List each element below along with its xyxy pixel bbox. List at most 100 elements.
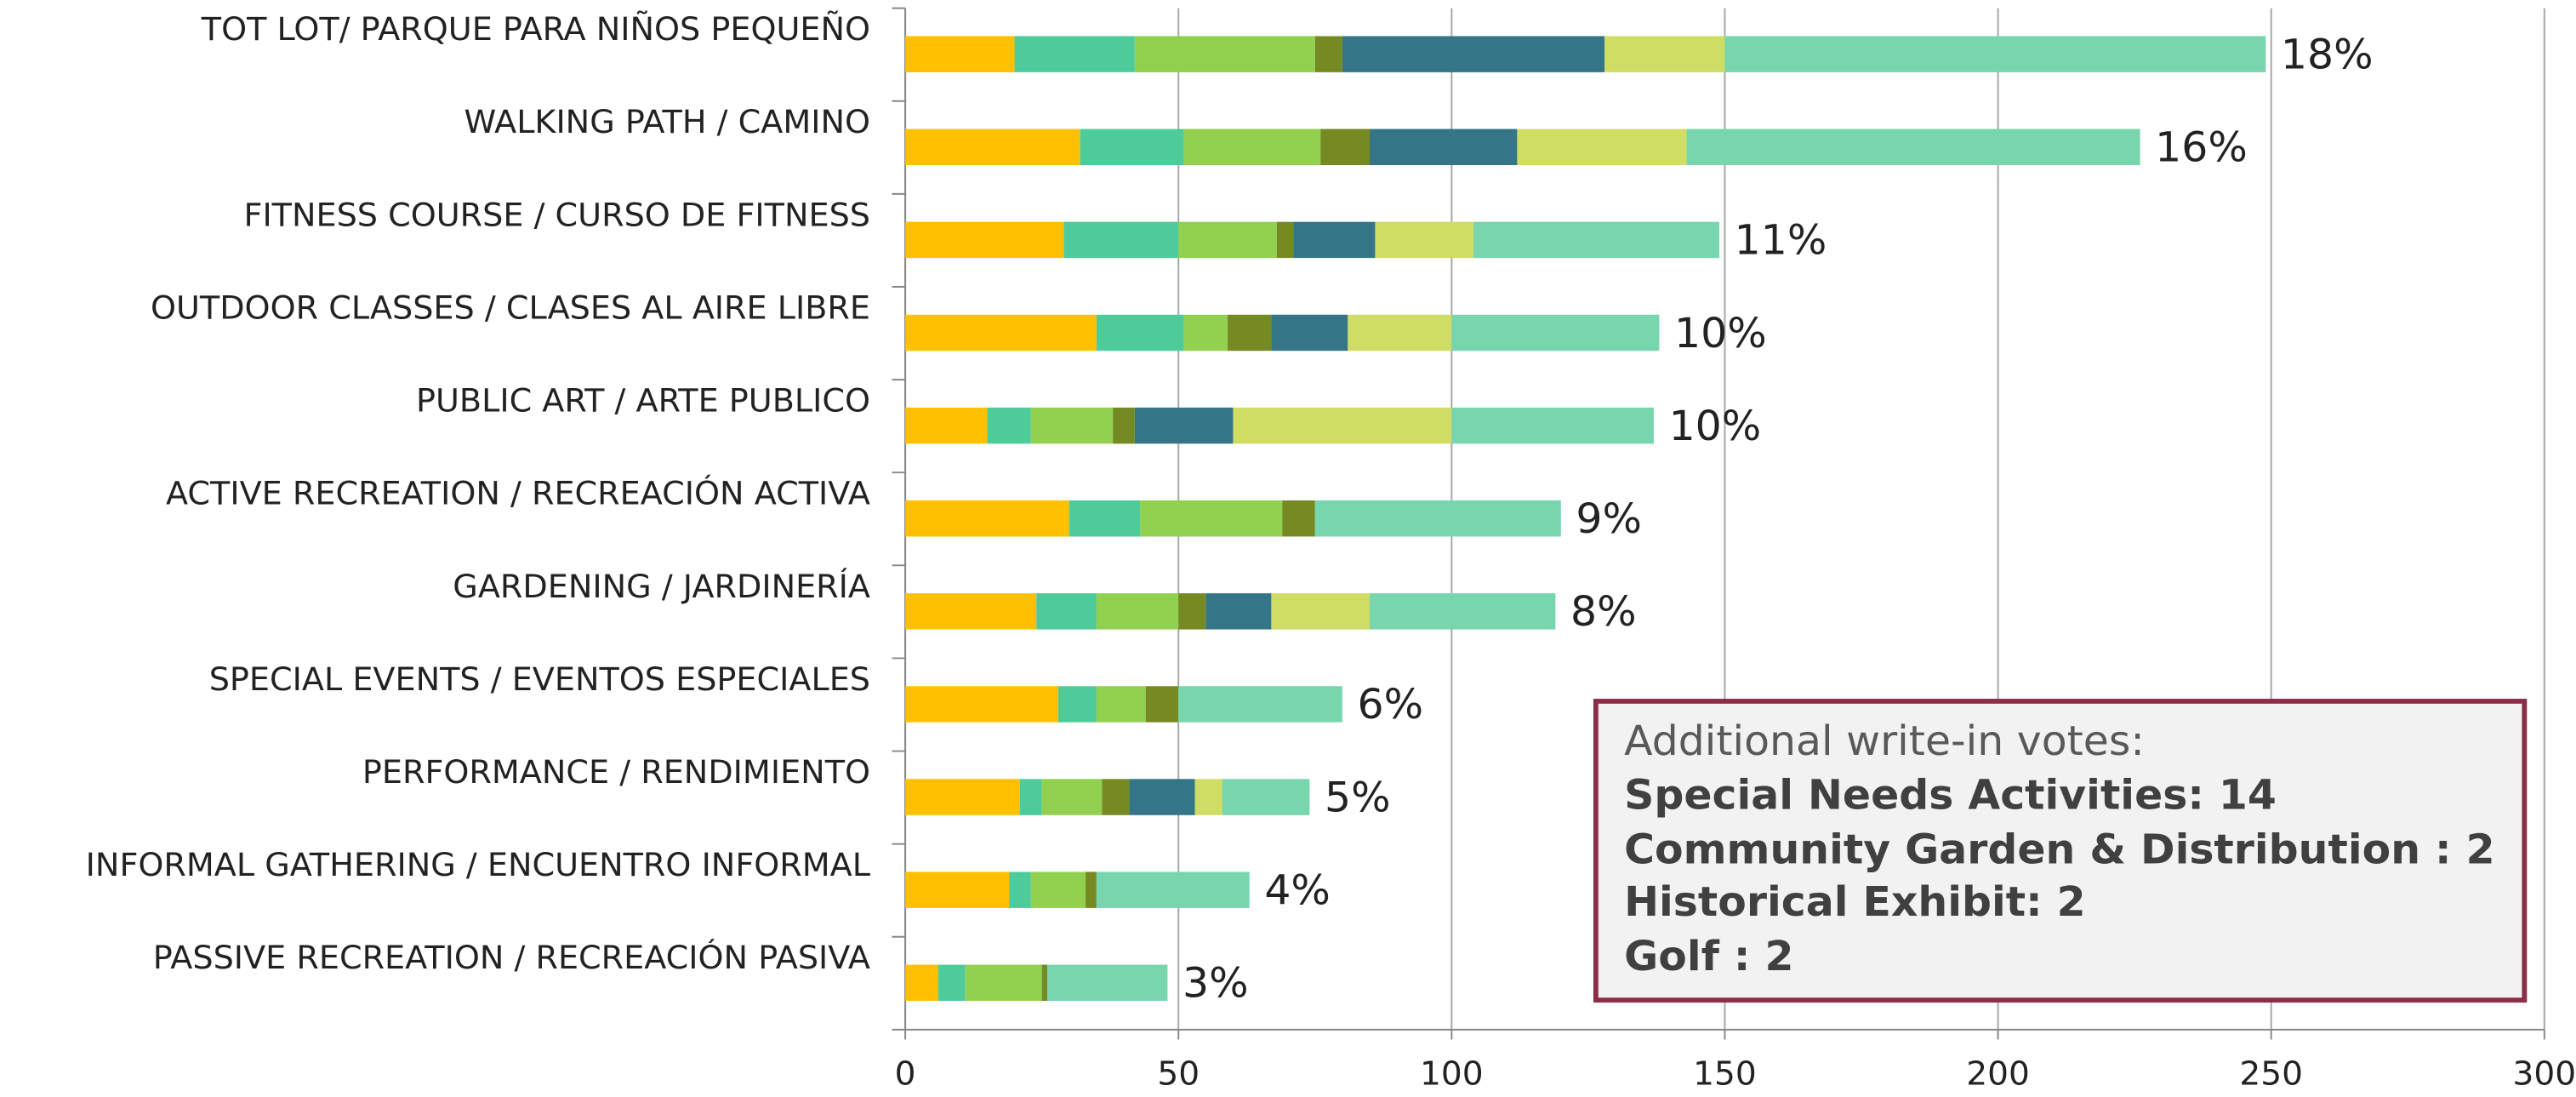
- total-label: 3%: [1183, 960, 1249, 1008]
- bar-segment: [1178, 221, 1277, 259]
- y-tick-label: TOT LOT/ PARQUE PARA NIÑOS PEQUEÑO: [201, 10, 870, 48]
- y-tick-label: WALKING PATH / CAMINO: [464, 103, 870, 140]
- total-label: 9%: [1576, 495, 1642, 543]
- bar-segment: [1113, 407, 1135, 444]
- x-tick-label: 100: [1420, 1055, 1484, 1094]
- bar-segment: [1145, 686, 1179, 723]
- bar-segment: [905, 129, 1080, 166]
- bar-segment: [905, 964, 938, 1002]
- bar-segment: [1451, 407, 1654, 444]
- total-label: 16%: [2155, 124, 2248, 172]
- bar-segment: [1036, 593, 1097, 630]
- y-tick-label: ACTIVE RECREATION / RECREACIÓN ACTIVA: [166, 475, 870, 512]
- bar-segment: [1228, 314, 1272, 351]
- bar-segment: [1271, 593, 1371, 630]
- y-tick-label: PERFORMANCE / RENDIMIENTO: [362, 753, 870, 791]
- y-tick-label: GARDENING / JARDINERÍA: [453, 568, 870, 605]
- bar-segment: [1183, 314, 1228, 351]
- bar-segment: [1282, 500, 1315, 537]
- y-tick-label: OUTDOOR CLASSES / CLASES AL AIRE LIBRE: [151, 289, 870, 327]
- bar-segment: [1370, 593, 1556, 630]
- bar-segment: [1194, 779, 1222, 815]
- bar-segment: [1276, 221, 1294, 259]
- y-tick-label: PASSIVE RECREATION / RECREACIÓN PASIVA: [153, 939, 870, 976]
- bar-segment: [1473, 221, 1720, 259]
- bar-segment: [1271, 314, 1348, 351]
- bar-segment: [1451, 314, 1660, 351]
- bar-segment: [1096, 314, 1184, 351]
- bar-segment: [1047, 964, 1168, 1002]
- bar-segment: [1604, 36, 1725, 72]
- bar-segment: [1134, 407, 1234, 444]
- bar-segment: [1314, 36, 1342, 72]
- y-tick-label: INFORMAL GATHERING / ENCUENTRO INFORMAL: [86, 846, 870, 883]
- bar-segment: [1096, 871, 1250, 908]
- bar-segment: [1102, 779, 1130, 815]
- bar-segment: [1140, 500, 1283, 537]
- x-tick-label: 300: [2513, 1055, 2576, 1094]
- x-tick-label: 150: [1693, 1055, 1757, 1094]
- bar-segment: [905, 686, 1058, 723]
- bar-segment: [1096, 593, 1179, 630]
- bar-segment: [1320, 129, 1371, 166]
- total-label: 6%: [1358, 682, 1424, 729]
- bar-segment: [905, 871, 1010, 908]
- annotation-line: Special Needs Activities: 14: [1624, 772, 2277, 820]
- bar-segment: [1069, 500, 1141, 537]
- bar-segment: [1080, 129, 1184, 166]
- annotation-line: Historical Exhibit: 2: [1624, 878, 2086, 926]
- total-label: 5%: [1325, 774, 1391, 822]
- total-label: 18%: [2281, 31, 2374, 79]
- total-label: 10%: [1674, 310, 1767, 357]
- x-tick-label: 200: [1966, 1055, 2030, 1094]
- bar-segment: [1178, 593, 1206, 630]
- annotation-box: Additional write-in votes: Special Needs…: [1593, 699, 2528, 1003]
- bar-segment: [905, 593, 1037, 630]
- bar-segment: [1375, 221, 1474, 259]
- bar-segment: [905, 779, 1020, 815]
- bar-segment: [1030, 407, 1114, 444]
- bar-segment: [1041, 779, 1103, 815]
- bar-segment: [1342, 36, 1605, 72]
- bar-segment: [905, 36, 1015, 72]
- bar-segment: [1517, 129, 1687, 166]
- bar-segment: [1178, 686, 1342, 723]
- bar-segment: [938, 964, 966, 1002]
- bar-segment: [1086, 871, 1097, 908]
- total-label: 4%: [1264, 867, 1331, 915]
- y-tick-label: FITNESS COURSE / CURSO DE FITNESS: [244, 197, 871, 234]
- x-tick-label: 250: [2239, 1055, 2303, 1094]
- bar-segment: [1222, 779, 1310, 815]
- x-tick-label: 0: [895, 1055, 916, 1094]
- total-label: 8%: [1570, 588, 1637, 636]
- y-tick-label: PUBLIC ART / ARTE PUBLICO: [416, 382, 870, 420]
- bar-segment: [1205, 593, 1272, 630]
- bar-segment: [1370, 129, 1518, 166]
- total-label: 11%: [1735, 217, 1827, 265]
- bar-segment: [1724, 36, 2266, 72]
- bar-segment: [965, 964, 1042, 1002]
- bar-segment: [1293, 221, 1376, 259]
- bar-segment: [987, 407, 1031, 444]
- bar-segment: [1183, 129, 1321, 166]
- bar-segment: [1348, 314, 1452, 351]
- bar-segment: [905, 500, 1069, 537]
- bar-segment: [1009, 871, 1031, 908]
- x-tick-label: 50: [1157, 1055, 1200, 1094]
- bar-segment: [1096, 686, 1146, 723]
- bar-segment: [1063, 221, 1179, 259]
- annotation-heading: Additional write-in votes:: [1624, 717, 2145, 765]
- annotation-line: Community Garden & Distribution : 2: [1624, 826, 2495, 874]
- bar-segment: [1041, 964, 1048, 1002]
- bar-segment: [1314, 500, 1561, 537]
- annotation-line: Golf : 2: [1624, 933, 1793, 980]
- bar-segment: [1134, 36, 1315, 72]
- total-label: 10%: [1669, 403, 1762, 450]
- bar-segment: [1129, 779, 1195, 815]
- bar-segment: [905, 221, 1064, 259]
- bar-segment: [905, 407, 988, 444]
- bar-segment: [1014, 36, 1135, 72]
- y-tick-label: SPECIAL EVENTS / EVENTOS ESPECIALES: [209, 660, 870, 698]
